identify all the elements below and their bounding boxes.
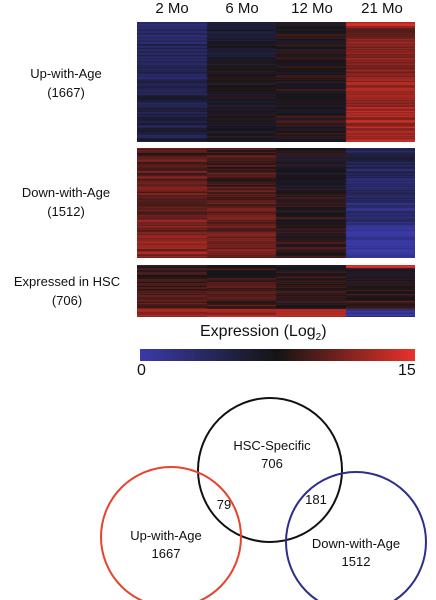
venn-circle-up xyxy=(100,466,242,600)
venn-label-up-count: 1667 xyxy=(152,546,181,561)
row-label-hsc-name: Expressed in HSC xyxy=(13,274,121,289)
venn-label-hsc-name: HSC-Specific xyxy=(233,438,311,453)
row-label-hsc: Expressed in HSC (706) xyxy=(0,272,134,310)
legend-title-subscript: 2 xyxy=(315,332,322,344)
row-label-hsc-count: (706) xyxy=(51,293,83,308)
venn-diagram: HSC-Specific 706 Up-with-Age 1667 Down-w… xyxy=(100,397,427,600)
venn-label-hsc-count: 706 xyxy=(261,456,283,471)
column-label-12mo: 12 Mo xyxy=(291,0,333,17)
legend-title-text: Expression (Log xyxy=(200,323,316,340)
venn-label-up-name: Up-with-Age xyxy=(130,528,202,543)
heatmap-canvas-up xyxy=(137,22,415,142)
venn-circle-down xyxy=(285,471,427,600)
column-label-6mo: 6 Mo xyxy=(225,0,259,17)
row-label-up-count: (1667) xyxy=(47,85,85,100)
column-label-21mo: 21 Mo xyxy=(361,0,403,17)
colorbar-min-label: 0 xyxy=(137,362,146,379)
legend-title: Expression (Log2) xyxy=(200,323,327,343)
heatmap-canvas-down xyxy=(137,148,415,258)
heatmap-block-hsc xyxy=(137,265,415,317)
row-label-down: Down-with-Age (1512) xyxy=(2,183,130,221)
column-label-2mo: 2 Mo xyxy=(155,0,189,17)
row-label-up-name: Up-with-Age xyxy=(30,66,102,81)
venn-label-down-count: 1512 xyxy=(342,554,371,569)
heatmap-block-up xyxy=(137,22,415,142)
colorbar xyxy=(140,349,415,361)
venn-overlap-hsc-down: 181 xyxy=(305,492,327,507)
colorbar-max-label: 15 xyxy=(398,362,416,379)
venn-circle-hsc xyxy=(197,397,343,543)
heatmap-block-down xyxy=(137,148,415,258)
row-label-down-name: Down-with-Age xyxy=(21,185,111,200)
heatmap-canvas-hsc xyxy=(137,265,415,317)
row-label-up: Up-with-Age (1667) xyxy=(6,64,126,102)
row-label-down-count: (1512) xyxy=(47,204,85,219)
venn-label-down-name: Down-with-Age xyxy=(312,536,400,551)
legend-title-end: ) xyxy=(321,323,327,340)
venn-overlap-hsc-up: 79 xyxy=(217,497,231,512)
